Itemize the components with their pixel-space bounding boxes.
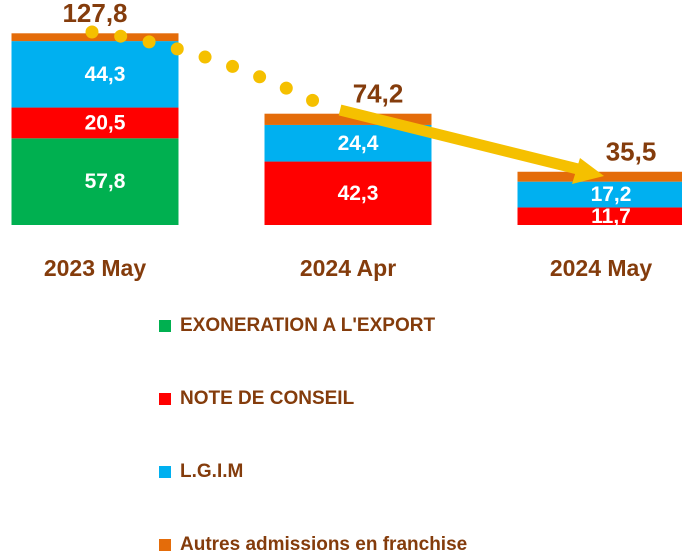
bar-segment	[11, 138, 179, 225]
bar-segment	[11, 41, 179, 108]
total-label: 127,8	[62, 0, 127, 28]
legend-swatch	[159, 393, 171, 405]
data-label: 24,4	[338, 132, 379, 155]
bar-segment	[517, 181, 682, 208]
bar-segment	[517, 207, 682, 225]
x-tick-label: 2023 May	[44, 255, 147, 281]
data-label: 20,5	[85, 111, 126, 134]
bar-segment	[264, 161, 432, 225]
trend-dots	[85, 25, 325, 110]
legend-swatch	[159, 320, 171, 332]
x-tick-label: 2024 May	[550, 255, 653, 281]
legend-label: L.G.I.M	[180, 461, 243, 482]
data-label: 42,3	[338, 182, 379, 205]
legend-swatch	[159, 539, 171, 551]
legend-label: NOTE DE CONSEIL	[180, 388, 355, 409]
data-label: 44,3	[85, 63, 126, 86]
data-label: 17,2	[591, 183, 632, 206]
x-tick-label: 2024 Apr	[300, 255, 396, 281]
legend-label: Autres admissions en franchise	[180, 534, 467, 555]
bar-segment	[264, 113, 432, 125]
legend-swatch	[159, 466, 171, 478]
legend-label: EXONERATION A L'EXPORT	[180, 315, 435, 336]
data-label: 11,7	[591, 205, 631, 228]
trend-arrow	[338, 104, 584, 176]
total-label: 35,5	[606, 137, 657, 167]
plot-area: 57,8 20,5 44,3 42,3 24,4 11,717,2	[11, 33, 682, 228]
arrow-head	[572, 158, 604, 184]
total-label: 74,2	[353, 79, 404, 109]
data-label: 57,8	[85, 170, 126, 193]
bar-segment	[11, 107, 179, 139]
